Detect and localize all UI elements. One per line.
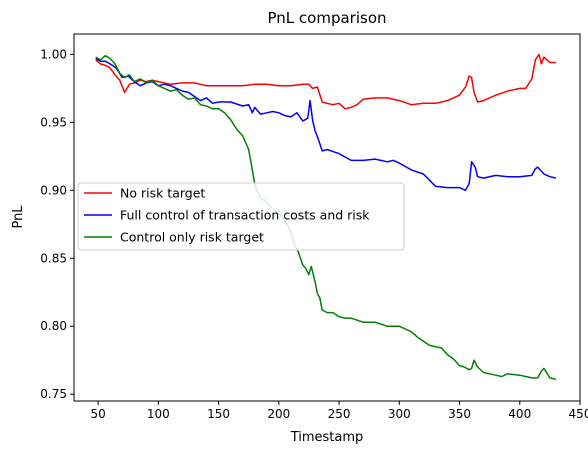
x-tick-label: 400 bbox=[508, 407, 531, 421]
y-tick-label: 1.00 bbox=[40, 47, 67, 61]
x-axis-ticks: 50 100 150 200 250 300 350 400 450 bbox=[90, 401, 588, 421]
y-tick-label: 0.80 bbox=[40, 319, 67, 333]
x-tick-label: 300 bbox=[388, 407, 411, 421]
legend-label-2: Control only risk target bbox=[120, 230, 264, 245]
x-tick-label: 450 bbox=[569, 407, 588, 421]
plot-frame bbox=[73, 33, 581, 402]
x-axis-label: Timestamp bbox=[290, 430, 364, 445]
x-tick-label: 250 bbox=[328, 407, 351, 421]
y-axis-ticks: 0.75 0.80 0.85 0.90 0.95 1.00 bbox=[40, 47, 74, 401]
legend-box bbox=[77, 182, 405, 251]
series-line-2 bbox=[95, 54, 557, 381]
x-tick-label: 100 bbox=[147, 407, 170, 421]
series-line-1 bbox=[95, 57, 557, 192]
y-tick-label: 0.85 bbox=[40, 251, 67, 265]
legend-label-1: Full control of transaction costs and ri… bbox=[120, 208, 370, 223]
series-line-0 bbox=[95, 53, 556, 110]
legend-label-0: No risk target bbox=[120, 186, 205, 201]
x-tick-label: 150 bbox=[207, 407, 230, 421]
chart-title: PnL comparison bbox=[268, 9, 387, 27]
x-tick-label: 50 bbox=[90, 407, 105, 421]
legend: No risk target Full control of transactio… bbox=[77, 182, 405, 251]
y-tick-label: 0.75 bbox=[40, 387, 67, 401]
y-axis-label: PnL bbox=[11, 205, 26, 229]
x-tick-label: 200 bbox=[267, 407, 290, 421]
y-tick-label: 0.90 bbox=[40, 183, 67, 197]
y-tick-label: 0.95 bbox=[40, 115, 67, 129]
series-layer bbox=[95, 53, 557, 381]
x-tick-label: 350 bbox=[448, 407, 471, 421]
